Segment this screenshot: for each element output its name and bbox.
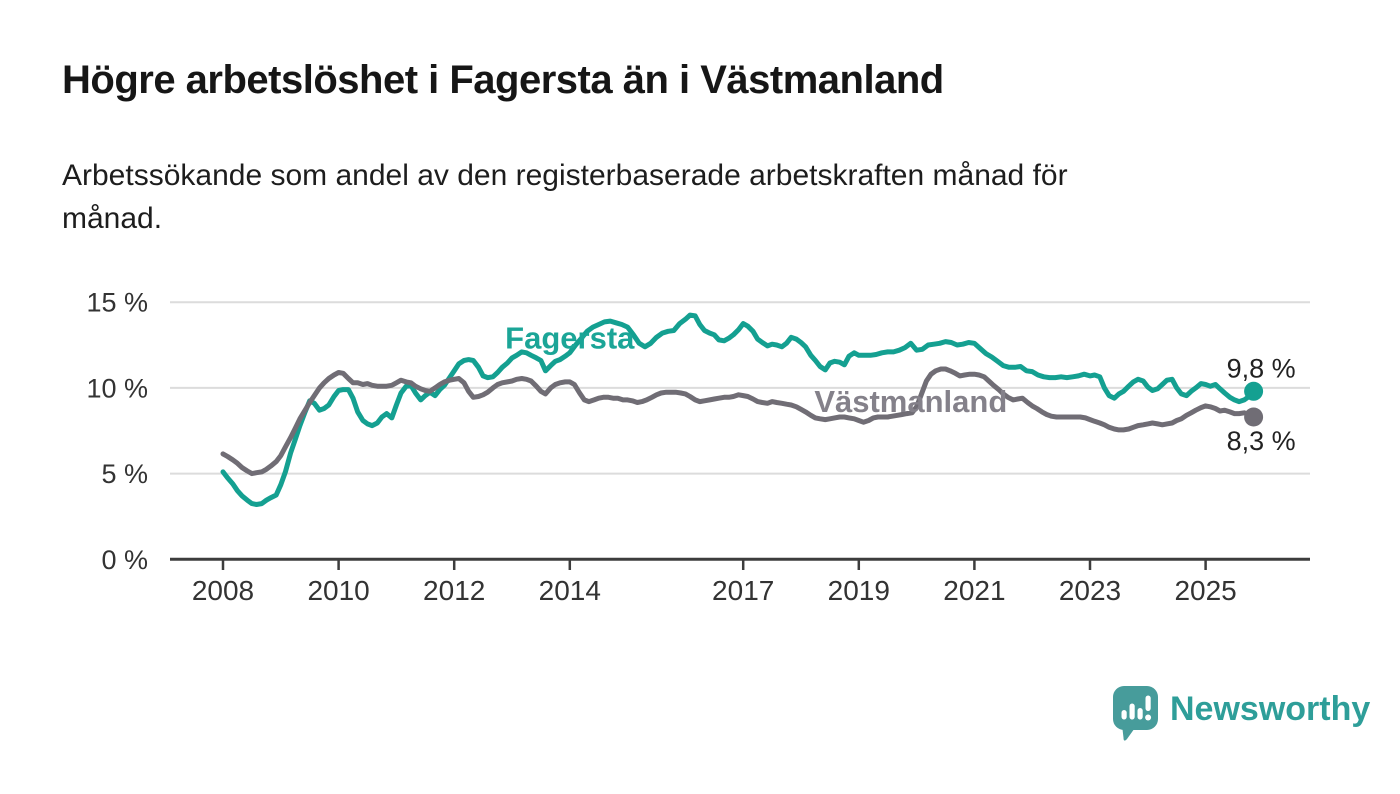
series-end-value-fagersta: 9,8 % xyxy=(1227,353,1296,383)
x-tick-label-2021: 2021 xyxy=(943,575,1005,606)
x-tick-label-2019: 2019 xyxy=(828,575,890,606)
series-end-value-vastmanland: 8,3 % xyxy=(1227,426,1296,456)
newsworthy-wordmark: Newsworthy xyxy=(1170,690,1371,728)
y-tick-label-10: 10 % xyxy=(86,373,148,403)
series-line-vastmanland xyxy=(220,366,1257,477)
series-end-dot-fagersta xyxy=(1244,381,1264,401)
y-tick-label-0: 0 % xyxy=(101,545,148,575)
series-line-fagersta xyxy=(220,312,1257,507)
series-end-dot-vastmanland xyxy=(1244,407,1264,427)
x-tick-label-2012: 2012 xyxy=(423,575,485,606)
x-tick-label-2025: 2025 xyxy=(1174,575,1236,606)
page-title: Högre arbetslöshet i Fagersta än i Västm… xyxy=(62,58,944,102)
x-tick-label-2023: 2023 xyxy=(1059,575,1121,606)
chart-subtitle: Arbetssökande som andel av den registerb… xyxy=(62,155,1262,240)
x-tick-label-2010: 2010 xyxy=(307,575,369,606)
chart-subtitle-line1: Arbetssökande som andel av den registerb… xyxy=(62,159,1068,192)
y-tick-label-15: 15 % xyxy=(86,288,148,318)
x-tick-label-2008: 2008 xyxy=(192,575,254,606)
x-tick-label-2017: 2017 xyxy=(712,575,774,606)
x-tick-label-2014: 2014 xyxy=(539,575,601,606)
newsworthy-brand: Newsworthy xyxy=(1112,685,1370,743)
series-label-fagersta: Fagersta xyxy=(505,320,635,355)
logo-barchart-glyph xyxy=(1121,695,1152,721)
chart-subtitle-line2: månad. xyxy=(62,201,163,235)
newsworthy-logo-icon xyxy=(1113,686,1158,741)
y-tick-label-5: 5 % xyxy=(101,459,148,489)
series-label-vastmanland: Västmanland xyxy=(814,384,1007,419)
